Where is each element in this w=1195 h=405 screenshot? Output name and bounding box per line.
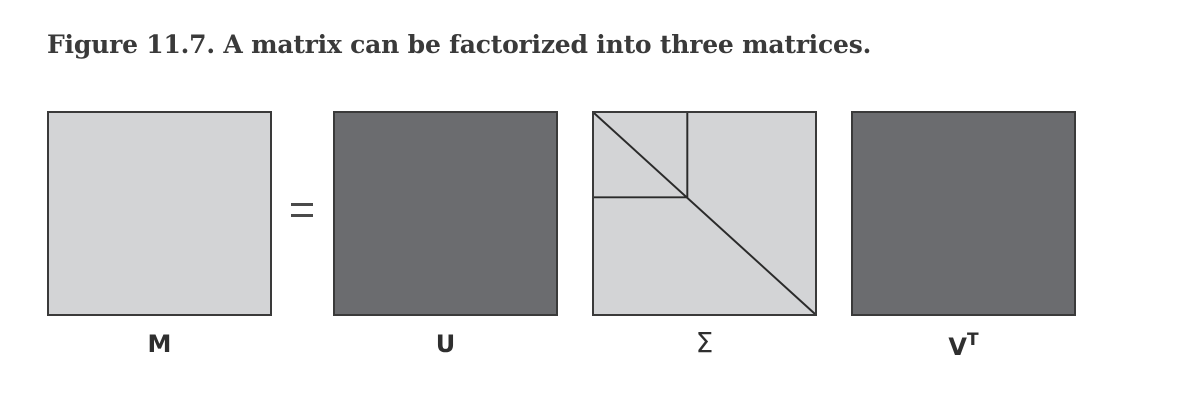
matrix-vt (851, 111, 1076, 316)
matrix-sigma (592, 111, 817, 316)
label-vt-superscript: T (966, 330, 979, 350)
label-m: M (147, 330, 172, 358)
label-vt-base: V (948, 333, 967, 361)
sigma-diagonal-pattern (594, 113, 815, 314)
label-sigma: Σ (695, 326, 714, 359)
figure-caption: Figure 11.7. A matrix can be factorized … (47, 30, 872, 59)
matrix-m (47, 111, 272, 316)
equals-sign (291, 203, 313, 218)
sigma-diagonal-line (594, 113, 815, 314)
label-vt: VT (851, 330, 1076, 361)
matrix-u (333, 111, 558, 316)
label-u: U (435, 330, 456, 358)
